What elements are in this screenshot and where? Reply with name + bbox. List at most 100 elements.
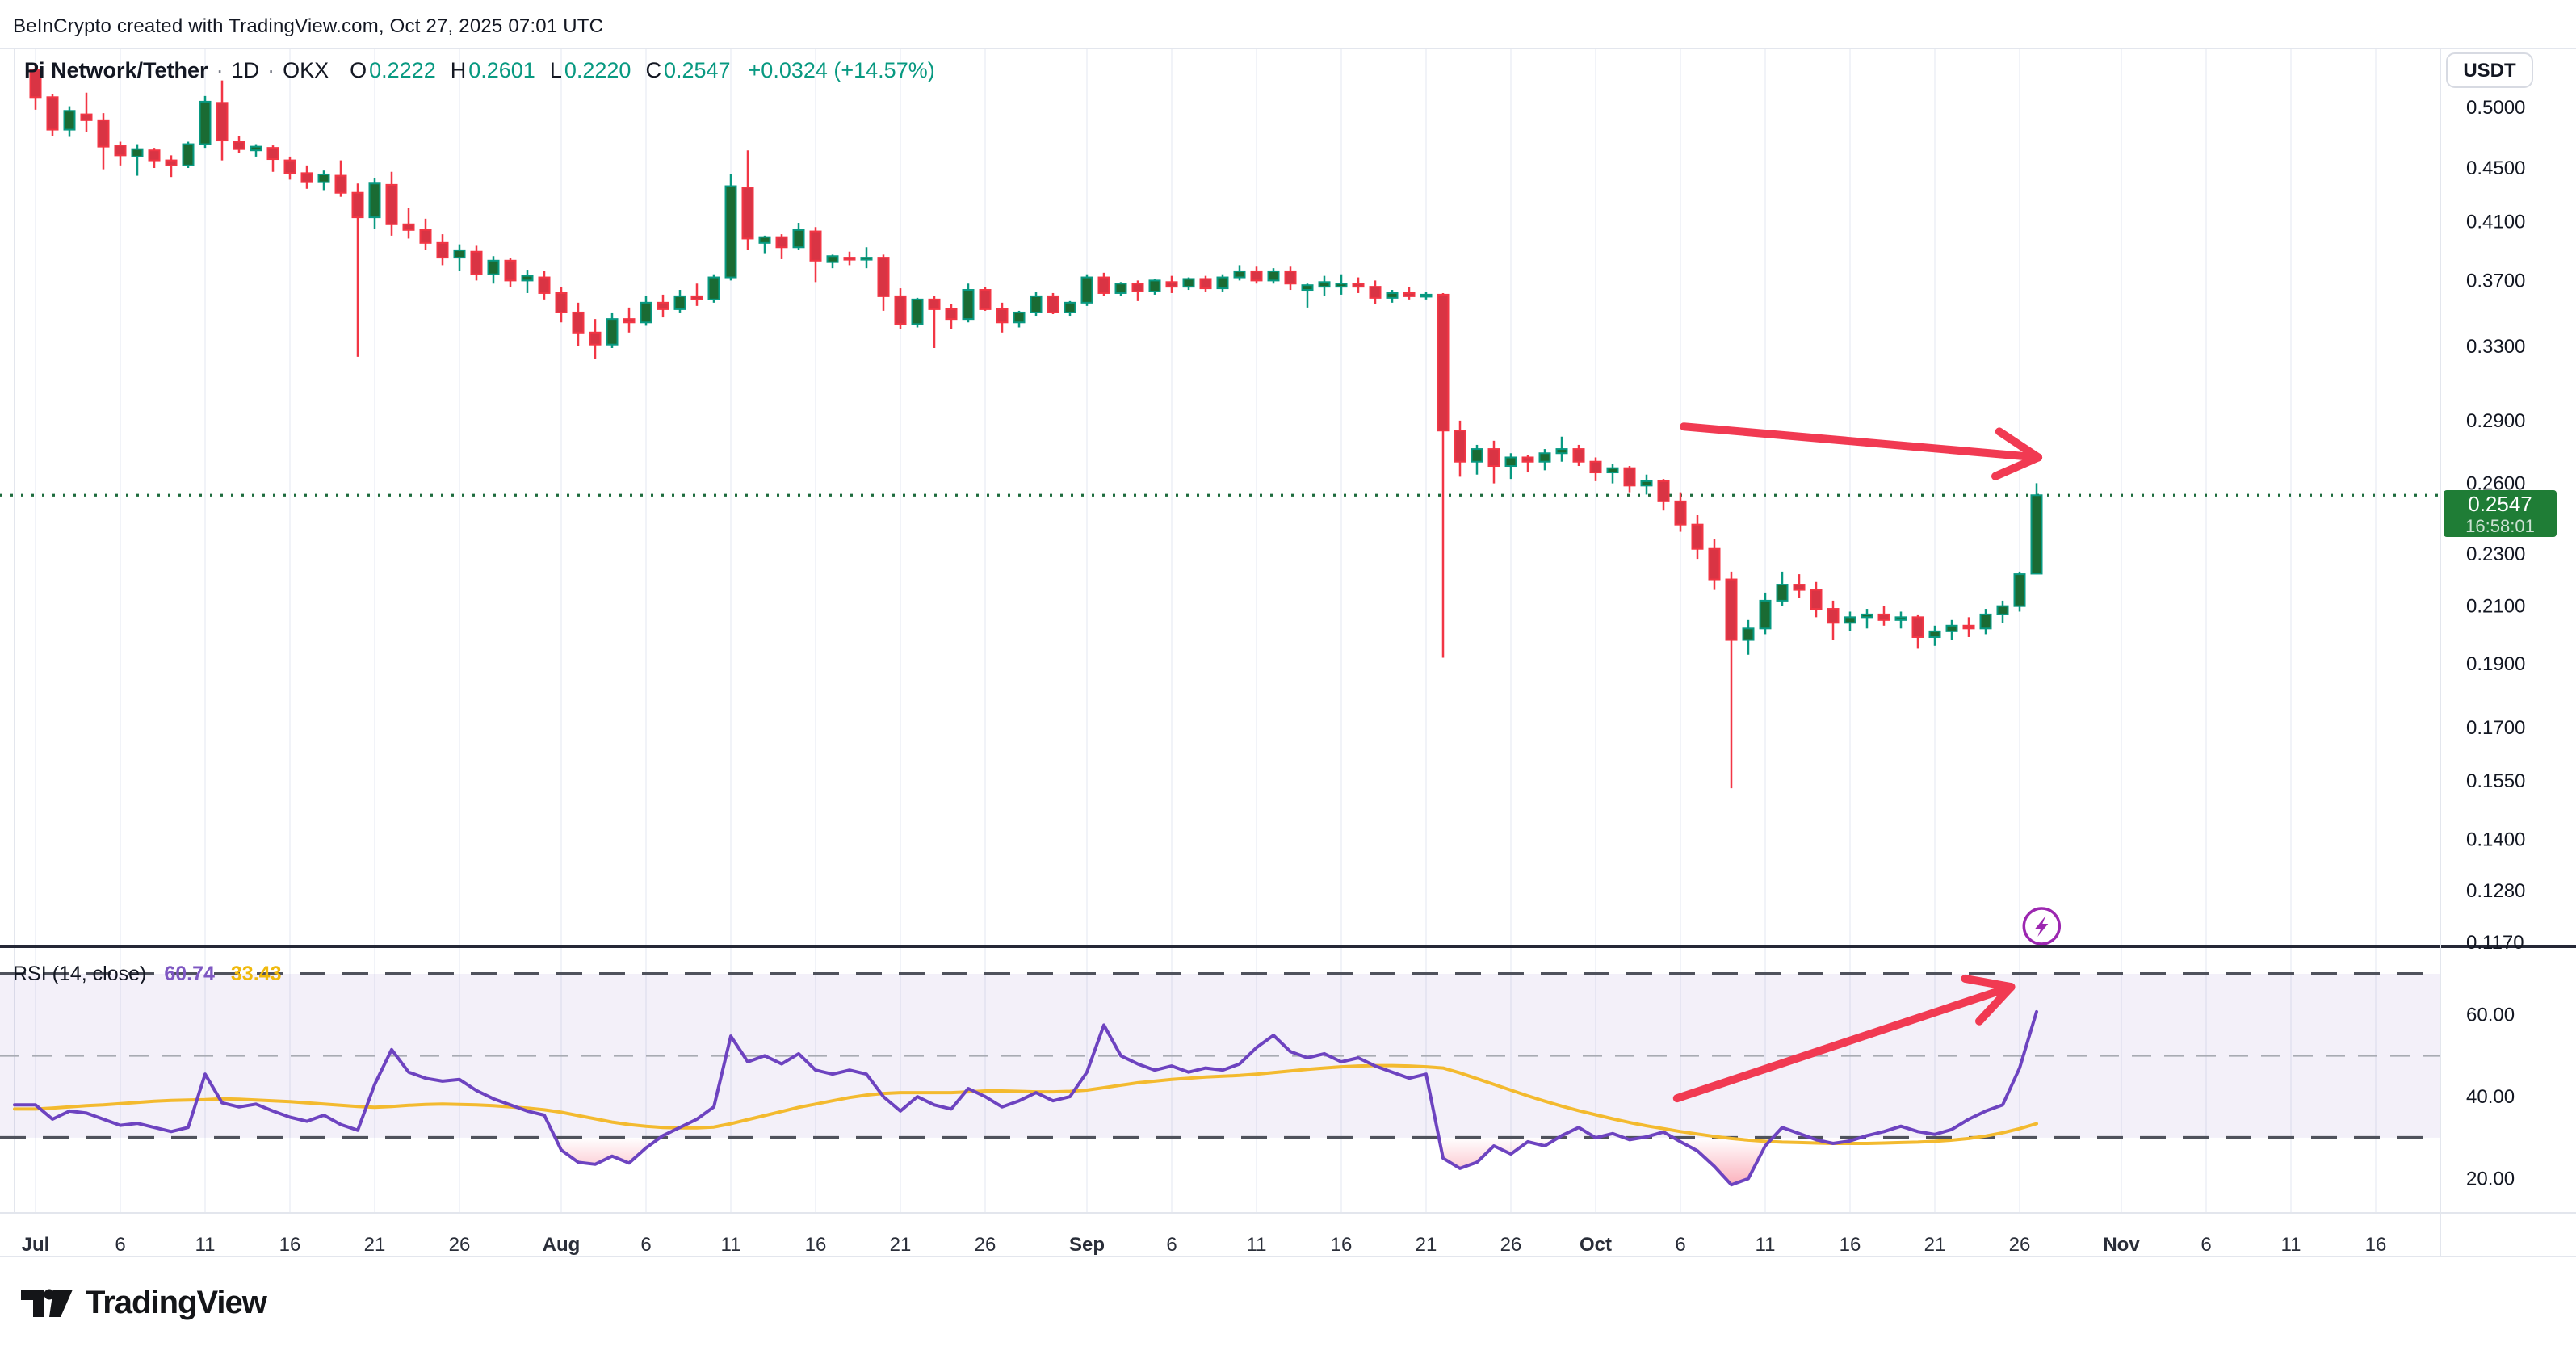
time-tick-label: 11 xyxy=(195,1234,216,1256)
exchange-label: OKX xyxy=(283,58,329,82)
candle-body xyxy=(1233,270,1246,279)
time-tick-label: 16 xyxy=(2365,1234,2387,1256)
candle-body xyxy=(1301,284,1314,292)
price-tick-label: 0.4500 xyxy=(2466,157,2525,179)
candle-body xyxy=(1403,292,1416,297)
candle-body xyxy=(1555,448,1568,455)
legend-separator: · xyxy=(216,58,224,82)
time-tick-label: 11 xyxy=(1756,1234,1776,1256)
candle-body xyxy=(1352,283,1365,288)
candle-body xyxy=(419,229,432,244)
candle-body xyxy=(402,223,415,231)
time-tick-label: 6 xyxy=(1675,1234,1685,1256)
time-tick-label: 26 xyxy=(975,1234,996,1256)
candle-body xyxy=(1928,630,1941,638)
candle-body xyxy=(300,172,313,183)
time-tick-label: 26 xyxy=(1500,1234,1522,1256)
tradingview-logo-text: TradingView xyxy=(86,1284,267,1320)
candle-body xyxy=(504,259,517,282)
candle-body xyxy=(1708,547,1721,581)
candle-body xyxy=(199,100,212,145)
candle-body xyxy=(1725,578,1738,641)
candle-body xyxy=(1776,584,1789,602)
candle-body xyxy=(826,255,839,263)
candle-body xyxy=(809,230,822,262)
rsi-line xyxy=(13,1009,2038,1187)
time-tick-label: 11 xyxy=(2281,1234,2301,1256)
candle-body xyxy=(979,289,992,310)
pane-divider[interactable] xyxy=(0,945,2576,948)
ohlc-pair: L 0.2220 xyxy=(550,58,631,83)
candle-body xyxy=(775,236,788,249)
candle-body xyxy=(1538,452,1551,463)
ohlc-letter: L xyxy=(549,58,562,82)
candle-body xyxy=(1030,295,1043,313)
candle-body xyxy=(1894,616,1907,621)
tradingview-logo[interactable]: TradingView xyxy=(19,1284,267,1321)
candle-body xyxy=(1471,448,1483,463)
candle-body xyxy=(1793,584,1806,591)
candle-body xyxy=(1420,293,1433,298)
candle-body xyxy=(1572,448,1585,463)
lightning-icon[interactable] xyxy=(2022,907,2062,946)
time-tick-label: 11 xyxy=(721,1234,741,1256)
candle-body xyxy=(470,250,483,275)
candle-body xyxy=(368,182,381,219)
rsi-ma-line xyxy=(13,1063,2038,1145)
candle-body xyxy=(894,295,907,325)
ohlc-number: 0.2220 xyxy=(564,58,631,82)
candle-body xyxy=(1199,278,1212,290)
bar-countdown: 16:58:01 xyxy=(2465,516,2535,536)
candle-body xyxy=(657,301,669,310)
candle-body xyxy=(1911,616,1924,638)
candle-body xyxy=(1284,270,1297,285)
rsi-title[interactable]: RSI (14, close) xyxy=(13,963,147,985)
candle-body xyxy=(606,318,619,346)
candle-body xyxy=(538,276,551,294)
time-tick-label: 11 xyxy=(1247,1234,1267,1256)
candle-body xyxy=(1097,276,1110,294)
time-tick-label: 21 xyxy=(1924,1234,1946,1256)
interval-label[interactable]: 1D xyxy=(231,58,260,82)
time-tick-label: 6 xyxy=(115,1234,125,1256)
time-tick-label: 6 xyxy=(1166,1234,1177,1256)
candle-body xyxy=(1674,500,1687,526)
candle-body xyxy=(1013,311,1026,324)
trend-arrow-price[interactable] xyxy=(1680,422,2043,480)
time-tick-label: Sep xyxy=(1069,1234,1105,1256)
candle-body xyxy=(1827,608,1840,624)
currency-toggle-button[interactable] xyxy=(2446,52,2533,88)
rsi-tick-label: 40.00 xyxy=(2466,1086,2515,1108)
candle-body xyxy=(2030,494,2043,575)
time-tick-label: 26 xyxy=(2009,1234,2031,1256)
candle-body xyxy=(165,159,178,166)
ohlc-number: 0.2601 xyxy=(468,58,535,82)
ohlc-letter: C xyxy=(645,58,661,82)
time-tick-label: 21 xyxy=(364,1234,386,1256)
price-tick-label: 0.2300 xyxy=(2466,543,2525,565)
candle-body xyxy=(351,191,364,219)
candle-body xyxy=(1131,283,1144,292)
price-tick-label: 0.2100 xyxy=(2466,596,2525,618)
candle-body xyxy=(623,318,636,324)
candle-body xyxy=(690,295,703,300)
candle-body xyxy=(334,174,347,194)
legend-separator: · xyxy=(267,58,275,82)
symbol-title[interactable]: Pi Network/Tether xyxy=(24,58,208,82)
tradingview-logo-icon xyxy=(21,1289,73,1317)
time-tick-label: 16 xyxy=(279,1234,301,1256)
ohlc-number: 0.2222 xyxy=(369,58,436,82)
candle-body xyxy=(572,311,585,334)
currency-toggle-label: USDT xyxy=(2463,60,2516,82)
candle-body xyxy=(1267,270,1280,282)
candle-body xyxy=(1487,448,1500,468)
candle-body xyxy=(1691,523,1704,550)
candle-body xyxy=(1318,281,1331,288)
candle-body xyxy=(1335,283,1348,288)
candle-body xyxy=(1369,286,1382,299)
candle-body xyxy=(453,249,466,259)
candle-body xyxy=(1742,627,1755,641)
candle-body xyxy=(911,298,924,325)
trend-arrow-rsi[interactable] xyxy=(1672,974,2016,1103)
